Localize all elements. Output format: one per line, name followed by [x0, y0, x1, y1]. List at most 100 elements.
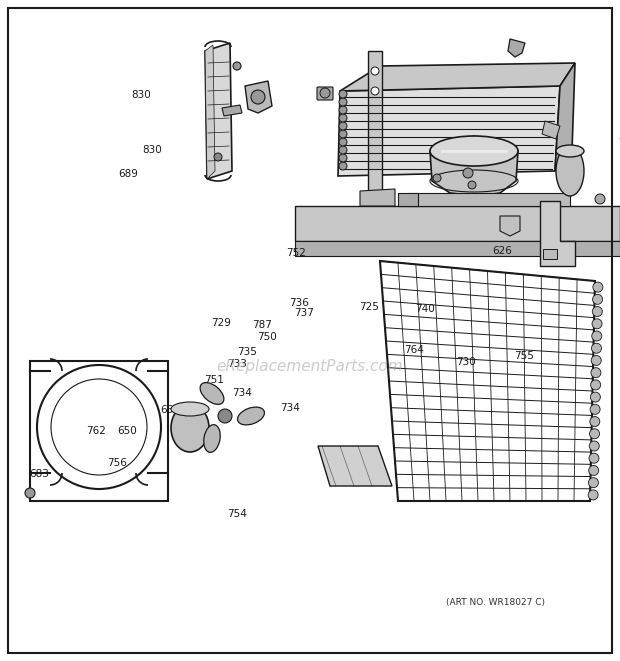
Circle shape [371, 67, 379, 75]
Text: 726: 726 [249, 100, 269, 111]
Ellipse shape [237, 407, 265, 425]
Text: eReplacementParts.com: eReplacementParts.com [216, 358, 404, 373]
Circle shape [339, 154, 347, 162]
Circle shape [593, 282, 603, 292]
Bar [543, 249, 557, 259]
Circle shape [339, 122, 347, 130]
Text: 752: 752 [286, 247, 306, 258]
Circle shape [371, 87, 379, 95]
Text: 762: 762 [86, 426, 106, 436]
Circle shape [590, 405, 600, 414]
Circle shape [339, 98, 347, 106]
Polygon shape [205, 43, 232, 179]
Polygon shape [540, 201, 575, 266]
Text: 764: 764 [404, 345, 424, 356]
Text: 734: 734 [280, 403, 300, 414]
Text: 830: 830 [142, 145, 162, 155]
FancyBboxPatch shape [317, 87, 333, 100]
Text: 737: 737 [294, 307, 314, 318]
Polygon shape [340, 63, 575, 91]
Polygon shape [508, 39, 525, 57]
Text: 734: 734 [232, 388, 252, 399]
Polygon shape [542, 121, 560, 139]
Text: 729: 729 [211, 317, 231, 328]
Circle shape [590, 392, 600, 402]
Circle shape [233, 62, 241, 70]
Text: 733: 733 [227, 358, 247, 369]
Text: 620: 620 [249, 91, 269, 101]
Circle shape [433, 174, 441, 182]
Circle shape [591, 343, 601, 353]
Ellipse shape [200, 383, 224, 405]
Circle shape [591, 356, 601, 366]
Text: 651: 651 [161, 405, 180, 415]
Circle shape [320, 88, 330, 98]
Polygon shape [295, 241, 620, 256]
Circle shape [25, 488, 35, 498]
Text: 725: 725 [360, 302, 379, 313]
Polygon shape [360, 189, 395, 206]
Ellipse shape [171, 404, 209, 452]
Bar [30, 361, 168, 501]
Text: 689: 689 [118, 169, 138, 179]
Circle shape [591, 331, 602, 341]
Text: 787: 787 [252, 319, 272, 330]
Circle shape [592, 307, 602, 317]
Circle shape [339, 138, 347, 146]
Circle shape [251, 90, 265, 104]
Circle shape [592, 319, 602, 329]
Text: 750: 750 [257, 332, 277, 342]
Text: 626: 626 [492, 246, 512, 256]
Circle shape [595, 194, 605, 204]
Circle shape [589, 465, 599, 475]
Circle shape [589, 453, 599, 463]
Text: 735: 735 [237, 346, 257, 357]
Polygon shape [430, 136, 518, 196]
Circle shape [589, 441, 600, 451]
Polygon shape [408, 193, 570, 206]
Circle shape [218, 409, 232, 423]
Text: 756: 756 [107, 457, 126, 468]
Polygon shape [295, 206, 620, 241]
Text: (ART NO. WR18027 C): (ART NO. WR18027 C) [446, 598, 546, 607]
Text: 740: 740 [415, 303, 435, 314]
Polygon shape [368, 51, 392, 223]
Circle shape [593, 294, 603, 304]
Ellipse shape [204, 424, 220, 452]
Circle shape [590, 429, 600, 439]
Polygon shape [222, 105, 242, 116]
Text: 830: 830 [131, 90, 151, 100]
Text: 683: 683 [29, 469, 49, 479]
Circle shape [468, 181, 476, 189]
Circle shape [588, 490, 598, 500]
Text: 736: 736 [289, 297, 309, 308]
Circle shape [591, 368, 601, 377]
Ellipse shape [171, 402, 209, 416]
Ellipse shape [430, 136, 518, 166]
Circle shape [588, 478, 598, 488]
Circle shape [339, 146, 347, 154]
Text: 650: 650 [117, 426, 137, 436]
Circle shape [339, 90, 347, 98]
Polygon shape [398, 193, 418, 206]
Circle shape [339, 162, 347, 170]
Circle shape [339, 114, 347, 122]
Polygon shape [555, 63, 575, 171]
Text: 755: 755 [514, 350, 534, 361]
Text: 730: 730 [456, 356, 476, 367]
Circle shape [339, 130, 347, 138]
Text: 754: 754 [227, 509, 247, 520]
Circle shape [591, 380, 601, 390]
Circle shape [214, 153, 222, 161]
Circle shape [463, 168, 473, 178]
Text: 751: 751 [204, 375, 224, 385]
Polygon shape [338, 86, 560, 176]
Polygon shape [245, 81, 272, 113]
Polygon shape [205, 45, 215, 179]
Polygon shape [500, 216, 520, 236]
Ellipse shape [556, 145, 584, 157]
Circle shape [339, 106, 347, 114]
Circle shape [371, 197, 379, 205]
Circle shape [590, 416, 600, 426]
Ellipse shape [556, 146, 584, 196]
